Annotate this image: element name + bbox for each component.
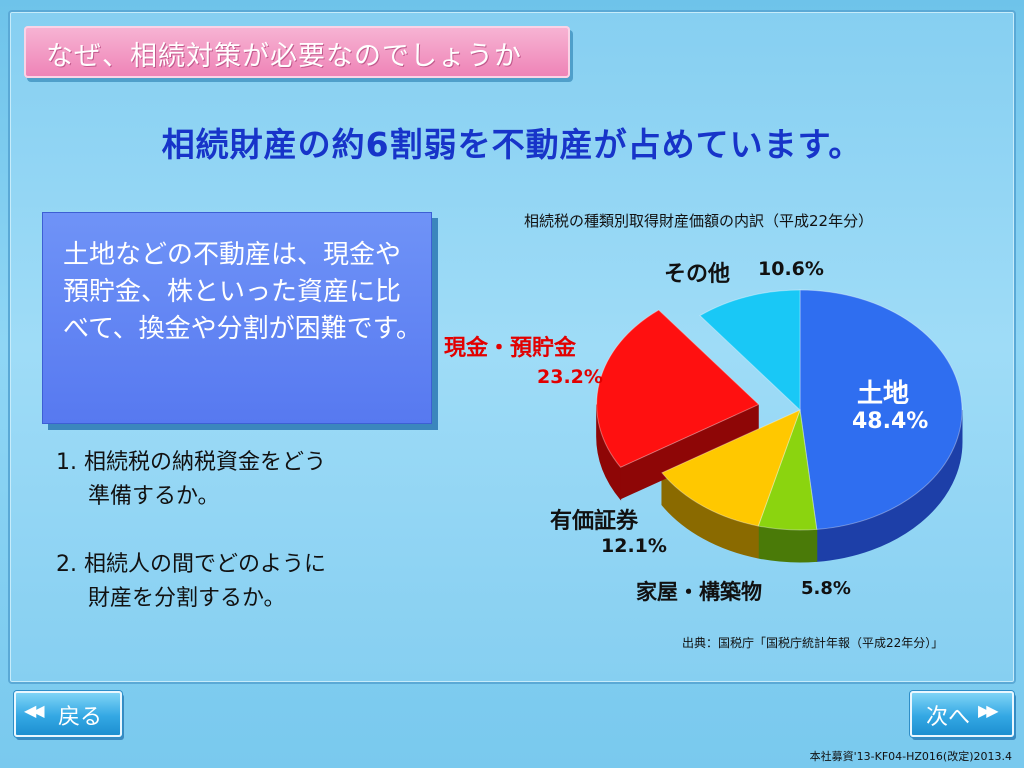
- point-number: 1.: [56, 450, 77, 475]
- footer-code: 本社募資'13-KF04-HZ016(改定)2013.4: [809, 750, 1012, 763]
- slice-label-securities-value: 12.1%: [601, 535, 667, 557]
- chart-title: 相続税の種類別取得財産価額の内訳（平成22年分）: [524, 212, 874, 230]
- point-line-continued: 財産を分割するか。: [88, 586, 286, 611]
- callout-box: 土地などの不動産は、現金や預貯金、株といった資産に比べて、換金や分割が困難です。: [42, 212, 432, 424]
- slice-label-cash-value: 23.2%: [537, 366, 603, 388]
- point-line-continued: 準備するか。: [88, 484, 220, 509]
- next-button-label: 次へ: [926, 705, 971, 730]
- points-list: 1. 相続税の納税資金をどう 準備するか。 2. 相続人の間でどのように 財産を…: [56, 446, 416, 616]
- slice-buildings-side: [757, 525, 818, 563]
- slice-label-other-value: 10.6%: [758, 258, 824, 280]
- slice-buildings: [757, 409, 818, 531]
- point-item: 1. 相続税の納税資金をどう 準備するか。: [56, 446, 416, 514]
- slice-securities-side: [661, 471, 759, 559]
- slice-label-cash-name: 現金・預貯金: [444, 336, 577, 361]
- back-button-label: 戻る: [58, 705, 103, 730]
- slice-label-other-name: その他: [664, 262, 731, 287]
- point-number: 2.: [56, 552, 77, 577]
- slice-other: [699, 289, 801, 412]
- point-item: 2. 相続人の間でどのように 財産を分割するか。: [56, 548, 416, 616]
- slice-securities: [661, 409, 801, 527]
- next-button[interactable]: 次へ ▶▶: [910, 691, 1014, 737]
- point-line: 相続税の納税資金をどう: [84, 450, 327, 475]
- back-button[interactable]: ◀◀ 戻る: [14, 691, 122, 737]
- section-title-bar: なぜ、相続対策が必要なのでしょうか: [24, 26, 570, 78]
- slice-cash: [596, 309, 760, 468]
- slice-label-buildings-name: 家屋・構築物: [636, 580, 762, 604]
- slice-land: [799, 289, 963, 530]
- chart-source: 出典：国税庁「国税庁統計年報（平成22年分）」: [682, 636, 944, 650]
- slice-label-buildings-value: 5.8%: [801, 578, 851, 599]
- point-line: 相続人の間でどのように: [84, 552, 327, 577]
- slice-label-land-value: 48.4%: [852, 409, 929, 434]
- slice-label-securities-name: 有価証券: [550, 509, 639, 534]
- slice-label-land-name: 土地: [857, 379, 910, 409]
- callout-text: 土地などの不動産は、現金や預貯金、株といった資産に比べて、換金や分割が困難です。: [63, 240, 423, 344]
- headline: 相続財産の約6割弱を不動産が占めています。: [161, 125, 863, 164]
- section-title: なぜ、相続対策が必要なのでしょうか: [46, 41, 522, 72]
- double-chevron-left-icon: ◀◀: [24, 701, 45, 720]
- double-chevron-right-icon: ▶▶: [978, 701, 999, 720]
